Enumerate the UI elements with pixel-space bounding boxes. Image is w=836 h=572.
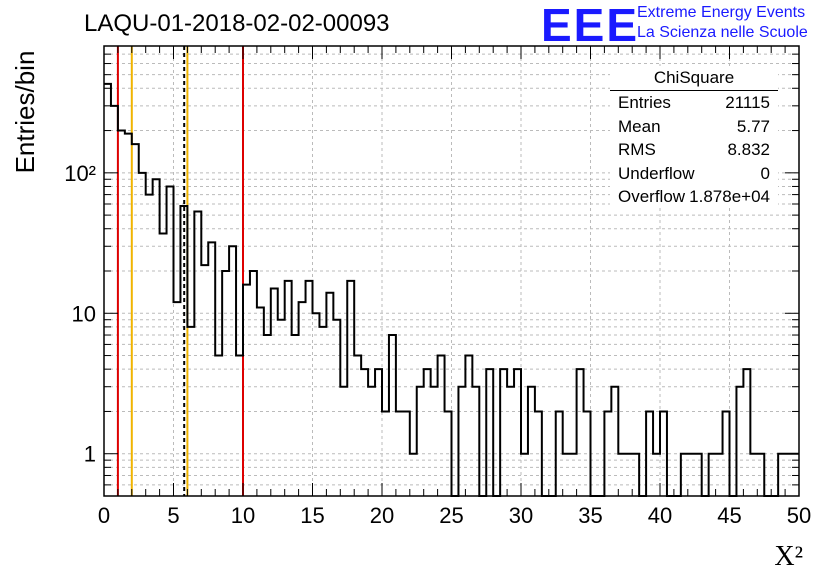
x-tick-label: 10 (231, 503, 255, 528)
axis-ticks (103, 45, 800, 497)
stats-box: ChiSquare Entries 21115 Mean 5.77 RMS 8.… (610, 66, 778, 208)
x-tick-labels: 0 5 10 15 20 25 30 35 40 45 50 (98, 503, 811, 528)
x-tick-label: 5 (167, 503, 179, 528)
x-axis-label: X² (774, 541, 803, 572)
stats-label: RMS (618, 140, 656, 159)
y-tick-label: 1 (84, 442, 96, 467)
eee-logo: EEE (541, 0, 640, 51)
x-tick-label: 25 (439, 503, 463, 528)
marker-lines (116, 46, 244, 496)
x-tick-label: 45 (717, 503, 741, 528)
y-tick-label: 10 (72, 301, 96, 326)
x-tick-label: 20 (370, 503, 394, 528)
stats-row-underflow: Underflow 0 (610, 162, 778, 186)
stats-title: ChiSquare (610, 66, 778, 91)
y-tick-label: 10² (64, 161, 96, 186)
x-tick-label: 15 (300, 503, 324, 528)
x-tick-label: 30 (509, 503, 533, 528)
grid (104, 45, 799, 497)
y-axis-label: Entries/bin (10, 51, 40, 174)
stats-row-rms: RMS 8.832 (610, 138, 778, 162)
brand-name: Extreme Energy Events (637, 4, 806, 21)
stats-value: 8.832 (727, 140, 770, 159)
x-tick-label: 50 (787, 503, 811, 528)
x-tick-label: 35 (578, 503, 602, 528)
stats-row-overflow: Overflow 1.878e+04 (610, 185, 778, 209)
stats-value: 5.77 (736, 116, 770, 136)
stats-value: 1.878e+04 (689, 187, 770, 206)
histogram-title: LAQU-01-2018-02-02-00093 (84, 10, 390, 37)
y-tick-labels: 1 10 10² (64, 161, 96, 467)
stats-label: Entries (618, 93, 671, 112)
brand-subtitle: La Scienza nelle Scuole (637, 24, 808, 41)
stats-row-entries: Entries 21115 (610, 91, 778, 115)
x-tick-label: 40 (648, 503, 672, 528)
stats-row-mean: Mean 5.77 (610, 115, 778, 139)
x-tick-label: 0 (98, 503, 110, 528)
stats-value: 0 (760, 163, 770, 183)
stats-value: 21115 (725, 93, 770, 112)
histogram-step-line (104, 82, 799, 497)
stats-label: Underflow (618, 163, 695, 183)
stats-label: Mean (618, 116, 661, 136)
stats-label: Overflow (618, 187, 686, 206)
